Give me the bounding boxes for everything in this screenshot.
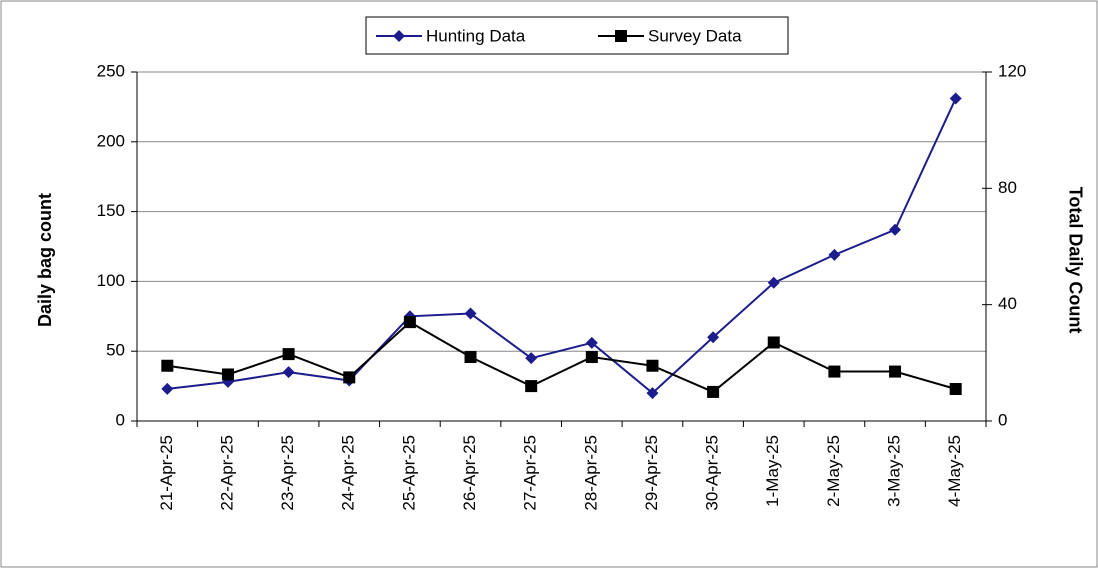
point bbox=[889, 365, 902, 378]
point bbox=[525, 380, 538, 393]
point bbox=[585, 336, 598, 349]
x-tick-label: 4-May-25 bbox=[945, 435, 964, 507]
point bbox=[949, 383, 962, 396]
y-tick-label: 200 bbox=[97, 131, 125, 150]
x-tick-label: 22-Apr-25 bbox=[217, 435, 236, 511]
point bbox=[889, 223, 902, 236]
point bbox=[221, 368, 234, 381]
point bbox=[707, 385, 720, 398]
y-tick-label: 250 bbox=[97, 61, 125, 80]
y2-axis-title: Total Daily Count bbox=[1065, 187, 1085, 334]
x-tick-label: 28-Apr-25 bbox=[581, 435, 600, 511]
point bbox=[464, 351, 477, 364]
y2-tick-label: 80 bbox=[998, 178, 1017, 197]
point bbox=[403, 316, 416, 329]
x-tick-label: 26-Apr-25 bbox=[460, 435, 479, 511]
x-tick-label: 24-Apr-25 bbox=[339, 435, 358, 511]
y2-tick-label: 120 bbox=[998, 61, 1026, 80]
x-tick-label: 21-Apr-25 bbox=[157, 435, 176, 511]
x-tick-label: 23-Apr-25 bbox=[278, 435, 297, 511]
point bbox=[282, 348, 295, 361]
point bbox=[767, 276, 780, 289]
y-axis-title: Daily bag count bbox=[35, 193, 55, 327]
line bbox=[167, 320, 956, 394]
y2-tick-label: 0 bbox=[998, 410, 1007, 429]
line bbox=[167, 98, 957, 395]
point bbox=[161, 382, 174, 395]
point bbox=[949, 92, 962, 105]
point bbox=[585, 351, 598, 364]
y-tick-label: 100 bbox=[97, 271, 125, 290]
legend-box bbox=[365, 16, 789, 55]
legend-label: Survey Data bbox=[648, 26, 742, 45]
point bbox=[646, 359, 659, 372]
point bbox=[646, 387, 659, 400]
x-tick-label: 27-Apr-25 bbox=[521, 435, 540, 511]
y2-tick-label: 40 bbox=[998, 294, 1017, 313]
point bbox=[615, 30, 627, 42]
x-tick-label: 2-May-25 bbox=[824, 435, 843, 507]
point bbox=[343, 371, 356, 384]
x-tick-label: 1-May-25 bbox=[763, 435, 782, 507]
point bbox=[828, 248, 841, 261]
point bbox=[464, 307, 477, 320]
point bbox=[161, 359, 174, 372]
y-tick-label: 50 bbox=[106, 341, 125, 360]
x-tick-label: 30-Apr-25 bbox=[703, 435, 722, 511]
y-tick-label: 0 bbox=[116, 410, 125, 429]
x-tick-label: 29-Apr-25 bbox=[642, 435, 661, 511]
point bbox=[767, 336, 780, 349]
point bbox=[525, 352, 538, 365]
point bbox=[707, 331, 720, 344]
x-tick-label: 3-May-25 bbox=[885, 435, 904, 507]
y-tick-label: 150 bbox=[97, 201, 125, 220]
point bbox=[828, 365, 841, 378]
x-tick-label: 25-Apr-25 bbox=[399, 435, 418, 511]
point bbox=[282, 366, 295, 379]
point bbox=[393, 30, 405, 42]
legend-label: Hunting Data bbox=[426, 26, 526, 45]
